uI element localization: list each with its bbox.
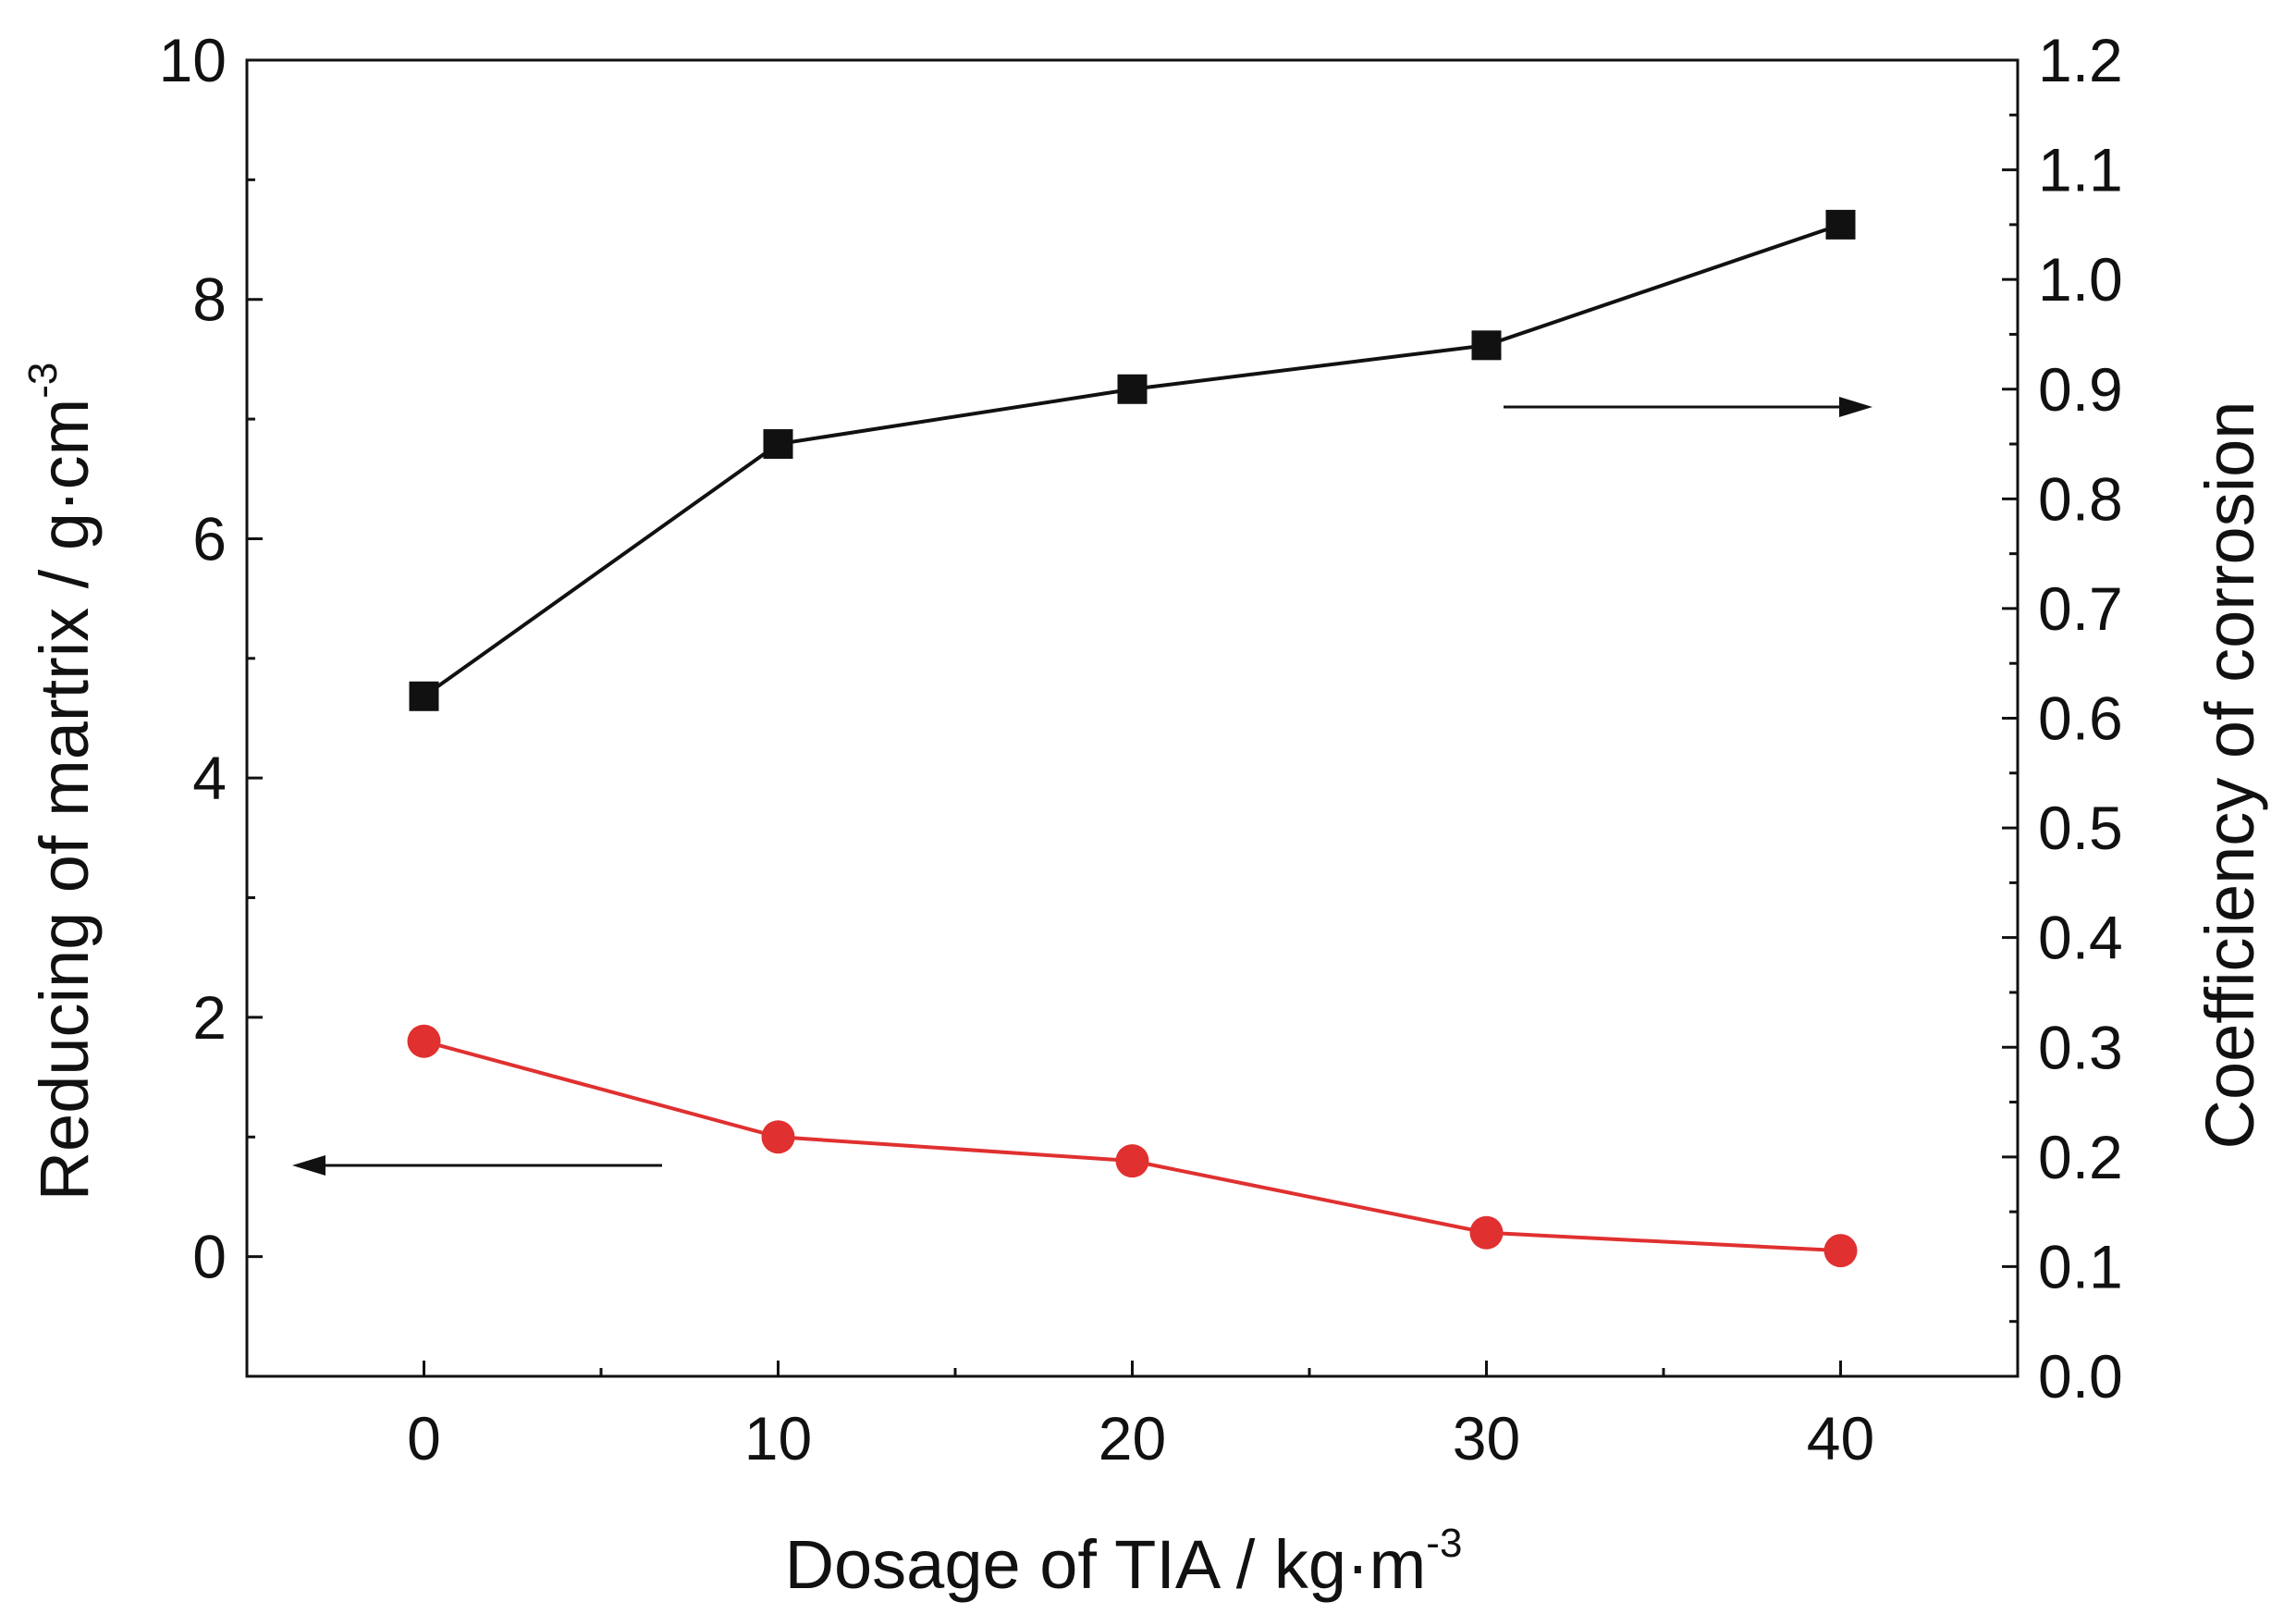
left-axis-arrow (292, 1155, 662, 1176)
ticks (245, 58, 2020, 1378)
y-left-axis-title-main: Reducing of martrix / g·cm (26, 399, 103, 1201)
y-right-tick-label: 0.0 (2038, 1342, 2123, 1411)
data-point-square (409, 681, 439, 711)
y-left-tick-label: 0 (192, 1223, 227, 1291)
data-point-circle (407, 1024, 441, 1058)
x-tick-label: 20 (1099, 1404, 1166, 1472)
series-right (409, 209, 1856, 711)
y-left-tick-label: 10 (159, 26, 227, 94)
y-right-tick-label: 1.1 (2038, 136, 2123, 204)
y-right-tick-label: 1.0 (2038, 245, 2123, 314)
y-left-tick-label: 6 (192, 504, 227, 573)
y-left-tick-label: 4 (192, 744, 227, 812)
x-axis-title-main: Dosage of TIA / kg·m (785, 1526, 1427, 1603)
right-axis-arrow (1504, 397, 1872, 417)
y-right-tick-label: 0.5 (2038, 794, 2123, 862)
y-right-tick-label: 0.1 (2038, 1232, 2123, 1300)
arrows (292, 397, 1872, 1176)
data-point-circle (1115, 1144, 1149, 1178)
data-point-square (1117, 374, 1148, 404)
plot-frame (245, 58, 2020, 1378)
y-right-tick-label: 0.6 (2038, 684, 2123, 753)
y-right-tick-label: 0.9 (2038, 355, 2123, 424)
y-right-tick-label: 1.2 (2038, 26, 2123, 94)
x-axis-title-sup: -3 (1426, 1521, 1462, 1566)
data-point-circle (1469, 1215, 1504, 1250)
y-right-axis-title: Coefficiency of corrosion (2192, 401, 2268, 1150)
y-left-axis-title-sup: -3 (20, 363, 66, 399)
data-point-square (763, 429, 793, 460)
y-left-tick-label: 2 (192, 983, 227, 1052)
x-tick-label: 0 (407, 1404, 441, 1472)
y-right-tick-label: 0.7 (2038, 574, 2123, 643)
x-axis-title: Dosage of TIA / kg·m-3 (785, 1521, 1463, 1603)
y-left-axis-title: Reducing of martrix / g·cm-3 (20, 363, 103, 1201)
y-right-tick-label: 0.4 (2038, 904, 2123, 972)
data-point-circle (1823, 1234, 1858, 1268)
y-right-tick-label: 0.3 (2038, 1013, 2123, 1081)
data-point-circle (761, 1120, 795, 1154)
data-point-square (1825, 209, 1856, 240)
y-right-tick-label: 0.2 (2038, 1123, 2123, 1191)
x-tick-label: 40 (1807, 1404, 1874, 1472)
series-line (423, 222, 1842, 698)
x-tick-label: 30 (1453, 1404, 1520, 1472)
y-right-tick-label: 0.8 (2038, 464, 2123, 533)
data-point-square (1471, 330, 1502, 361)
x-tick-label: 10 (744, 1404, 812, 1472)
series-layer (407, 209, 1858, 1268)
series-left (407, 1024, 1858, 1268)
y-left-tick-label: 8 (192, 265, 227, 334)
tick-labels: 0 10 20 30 40 0 2 4 6 8 10 0.0 0.1 0.2 0.3 0.4 0.5 0.6 0.7… (159, 26, 2123, 1472)
